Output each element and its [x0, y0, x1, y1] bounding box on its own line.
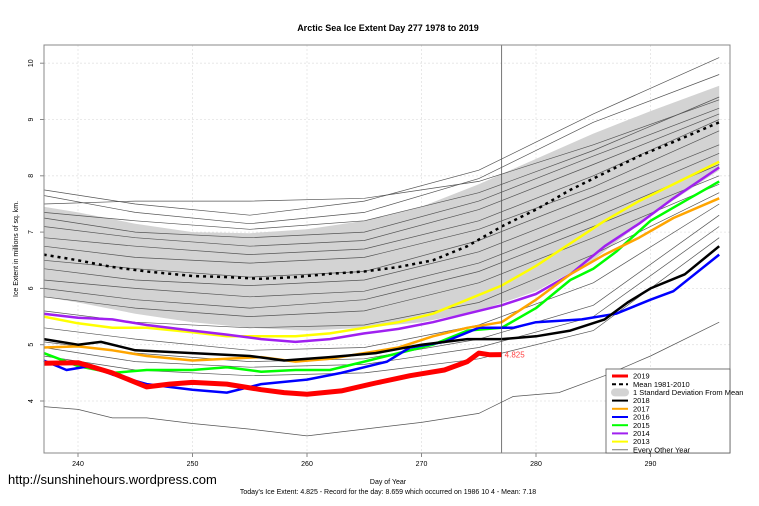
other-year-line	[43, 152, 720, 286]
series-layer	[43, 160, 720, 397]
other-year-line	[43, 99, 720, 205]
legend-item: 1 Standard Deviation From Mean	[611, 388, 743, 397]
series-line-2019	[43, 350, 502, 397]
other-year-line	[43, 130, 720, 264]
other-year-line	[43, 321, 720, 437]
other-year-line	[43, 74, 720, 225]
x-tick-label: 280	[530, 461, 542, 468]
current-day-layer: 4.825	[501, 45, 526, 453]
legend-item: 2016	[612, 413, 650, 422]
x-axis-label: Day of Year	[370, 479, 407, 486]
y-tick-label: 4	[28, 399, 35, 403]
legend-label: 1 Standard Deviation From Mean	[633, 388, 743, 397]
plot-frame	[43, 44, 731, 454]
legend-label: 2014	[633, 429, 650, 438]
mean-line	[43, 121, 720, 281]
other-year-line	[43, 107, 720, 239]
other-year-line	[43, 164, 720, 298]
other-year-line	[43, 113, 720, 247]
legend-item: Mean 1981-2010	[612, 380, 690, 389]
y-axis: 4 5 6 7 8 9 10	[28, 59, 44, 403]
footer-caption: Today's Ice Extent: 4.825 - Record for t…	[240, 489, 536, 496]
mean-layer	[43, 121, 720, 281]
y-tick-label: 7	[28, 230, 35, 234]
source-url[interactable]: http://sunshinehours.wordpress.com	[8, 472, 217, 487]
y-tick-label: 8	[28, 174, 35, 178]
legend-label: 2019	[633, 372, 650, 381]
y-tick-label: 5	[28, 343, 35, 347]
legend-swatch	[611, 388, 629, 397]
legend-label: Every Other Year	[633, 445, 691, 454]
other-year-line	[43, 183, 720, 317]
x-tick-label: 250	[187, 461, 199, 468]
legend-item: 2019	[612, 372, 650, 381]
x-tick-label: 240	[72, 461, 84, 468]
legend-item: Every Other Year	[612, 445, 691, 454]
std-dev-band-layer	[43, 85, 720, 331]
current-value-label: 4.825	[505, 351, 526, 360]
legend-item: 2015	[612, 421, 650, 430]
x-tick-label: 290	[645, 461, 657, 468]
y-tick-label: 10	[28, 59, 35, 67]
other-year-line	[43, 203, 720, 351]
legend-label: Mean 1981-2010	[633, 380, 690, 389]
series-line-2014	[43, 166, 720, 344]
legend-label: 2018	[633, 396, 650, 405]
legend-item: 2018	[612, 396, 650, 405]
other-year-line	[43, 57, 720, 216]
legend-item: 2014	[612, 429, 650, 438]
other-year-line	[43, 119, 720, 255]
x-axis: 240 250 260 270 280 290	[72, 453, 656, 468]
y-tick-label: 6	[28, 286, 35, 290]
series-line-2017	[43, 197, 720, 363]
legend-label: 2017	[633, 404, 650, 413]
y-axis-label: Ice Extent in millions of sq. km.	[13, 201, 20, 297]
legend-item: 2017	[612, 404, 650, 413]
series-line-2018	[43, 245, 720, 362]
other-year-line	[43, 175, 720, 309]
legend-item: 2013	[612, 437, 650, 446]
x-tick-label: 260	[301, 461, 313, 468]
series-line-2013	[43, 160, 720, 338]
y-tick-label: 9	[28, 117, 35, 121]
legend-label: 2013	[633, 437, 650, 446]
std-dev-band	[43, 85, 720, 331]
other-year-line	[43, 96, 720, 230]
legend-box	[605, 368, 731, 454]
legend-label: 2015	[633, 421, 650, 430]
chart-title: Arctic Sea Ice Extent Day 277 1978 to 20…	[297, 23, 479, 33]
legend-label: 2016	[633, 413, 650, 422]
x-tick-label: 270	[416, 461, 428, 468]
